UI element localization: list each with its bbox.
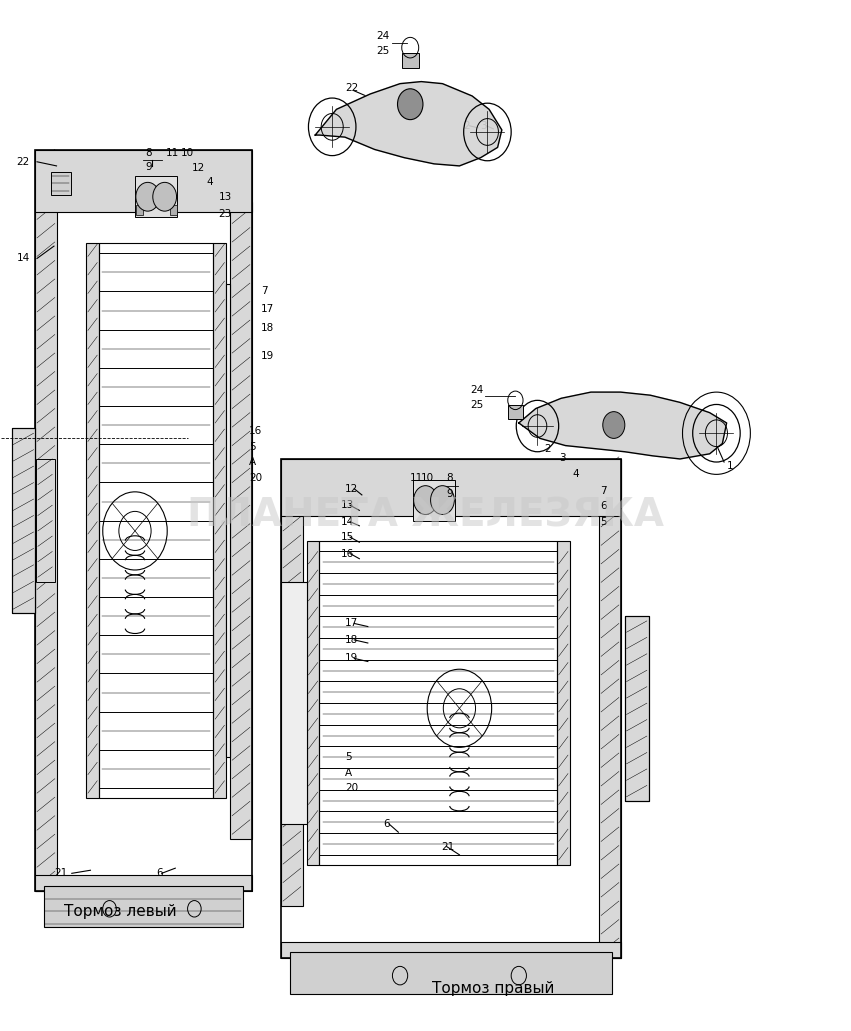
Bar [36,151,252,212]
Text: Тормоз правый: Тормоз правый [432,980,555,996]
Bar [282,942,620,958]
Text: 19: 19 [261,352,274,361]
Bar [50,172,71,195]
Text: 11: 11 [166,147,180,158]
Text: Тормоз левый: Тормоз левый [64,904,176,919]
Text: 6: 6 [383,819,390,829]
Text: 9: 9 [146,162,152,172]
Text: 1: 1 [727,461,734,471]
Bar [99,243,214,798]
Bar [290,953,612,994]
Text: 18: 18 [345,635,358,645]
Text: 22: 22 [345,82,358,93]
Text: 25: 25 [470,400,483,410]
Bar [599,459,620,958]
Bar [557,541,569,865]
Text: 8: 8 [447,473,454,484]
Bar [86,243,99,798]
Text: 3: 3 [481,121,488,131]
Text: 17: 17 [345,619,358,629]
Bar [135,176,177,218]
Polygon shape [519,392,727,459]
Bar [402,53,419,68]
Bar [319,541,557,865]
Text: 24: 24 [376,31,389,41]
Circle shape [136,182,160,211]
Text: 7: 7 [600,486,607,496]
Text: 14: 14 [17,254,30,264]
Text: ПЛАНЕТА ЖЕЛЕЗЯКА: ПЛАНЕТА ЖЕЛЕЗЯКА [187,497,664,534]
Text: 5: 5 [249,441,255,452]
Text: 21: 21 [54,868,67,878]
Circle shape [414,486,437,514]
Text: 21: 21 [441,841,454,852]
Text: 8: 8 [146,147,152,158]
Text: 4: 4 [572,469,579,479]
Bar [282,583,306,824]
Text: 14: 14 [340,517,354,527]
Text: 17: 17 [261,304,274,313]
Bar [36,459,54,583]
Text: 16: 16 [249,426,262,436]
Text: 18: 18 [261,324,274,333]
Bar [231,202,252,839]
Text: 5: 5 [600,517,607,527]
Bar [169,205,176,215]
Text: 22: 22 [17,157,30,167]
Text: 5: 5 [345,753,351,762]
Text: 10: 10 [181,147,194,158]
Text: 3: 3 [558,453,565,463]
Text: 2: 2 [464,121,471,131]
Text: 7: 7 [261,287,267,296]
Text: 4: 4 [207,177,214,188]
Bar [306,541,319,865]
Text: 16: 16 [340,548,354,559]
Text: 6: 6 [600,501,607,511]
Bar [43,886,243,927]
Text: A: A [249,457,256,467]
Circle shape [153,182,176,211]
Bar [282,459,620,958]
Bar [12,428,36,613]
Text: 12: 12 [345,484,358,494]
Bar [508,405,523,419]
Text: 20: 20 [249,473,262,484]
Bar [12,428,36,613]
Text: 11: 11 [409,473,423,484]
Text: 20: 20 [345,783,358,793]
Bar [226,285,231,757]
Text: 13: 13 [219,192,231,202]
Text: 13: 13 [340,500,354,510]
Text: 9: 9 [447,489,454,499]
Text: 12: 12 [191,163,204,173]
Polygon shape [315,81,502,166]
Circle shape [397,89,423,120]
Bar [214,243,226,798]
Text: A: A [345,767,352,777]
Text: 10: 10 [420,473,433,484]
Bar [36,875,252,891]
Bar [282,459,620,516]
Text: 24: 24 [470,385,483,395]
Text: 23: 23 [219,209,231,220]
Text: 15: 15 [340,532,354,542]
Text: 25: 25 [376,45,389,56]
Bar [136,205,143,215]
Bar [36,151,56,891]
Bar [625,616,648,801]
Circle shape [431,486,454,514]
Circle shape [603,411,625,438]
Text: 19: 19 [345,654,358,663]
Bar [413,479,455,521]
Text: 6: 6 [156,868,163,878]
Text: 2: 2 [545,443,551,454]
Bar [36,151,252,891]
Bar [282,510,302,906]
Bar [625,616,648,801]
